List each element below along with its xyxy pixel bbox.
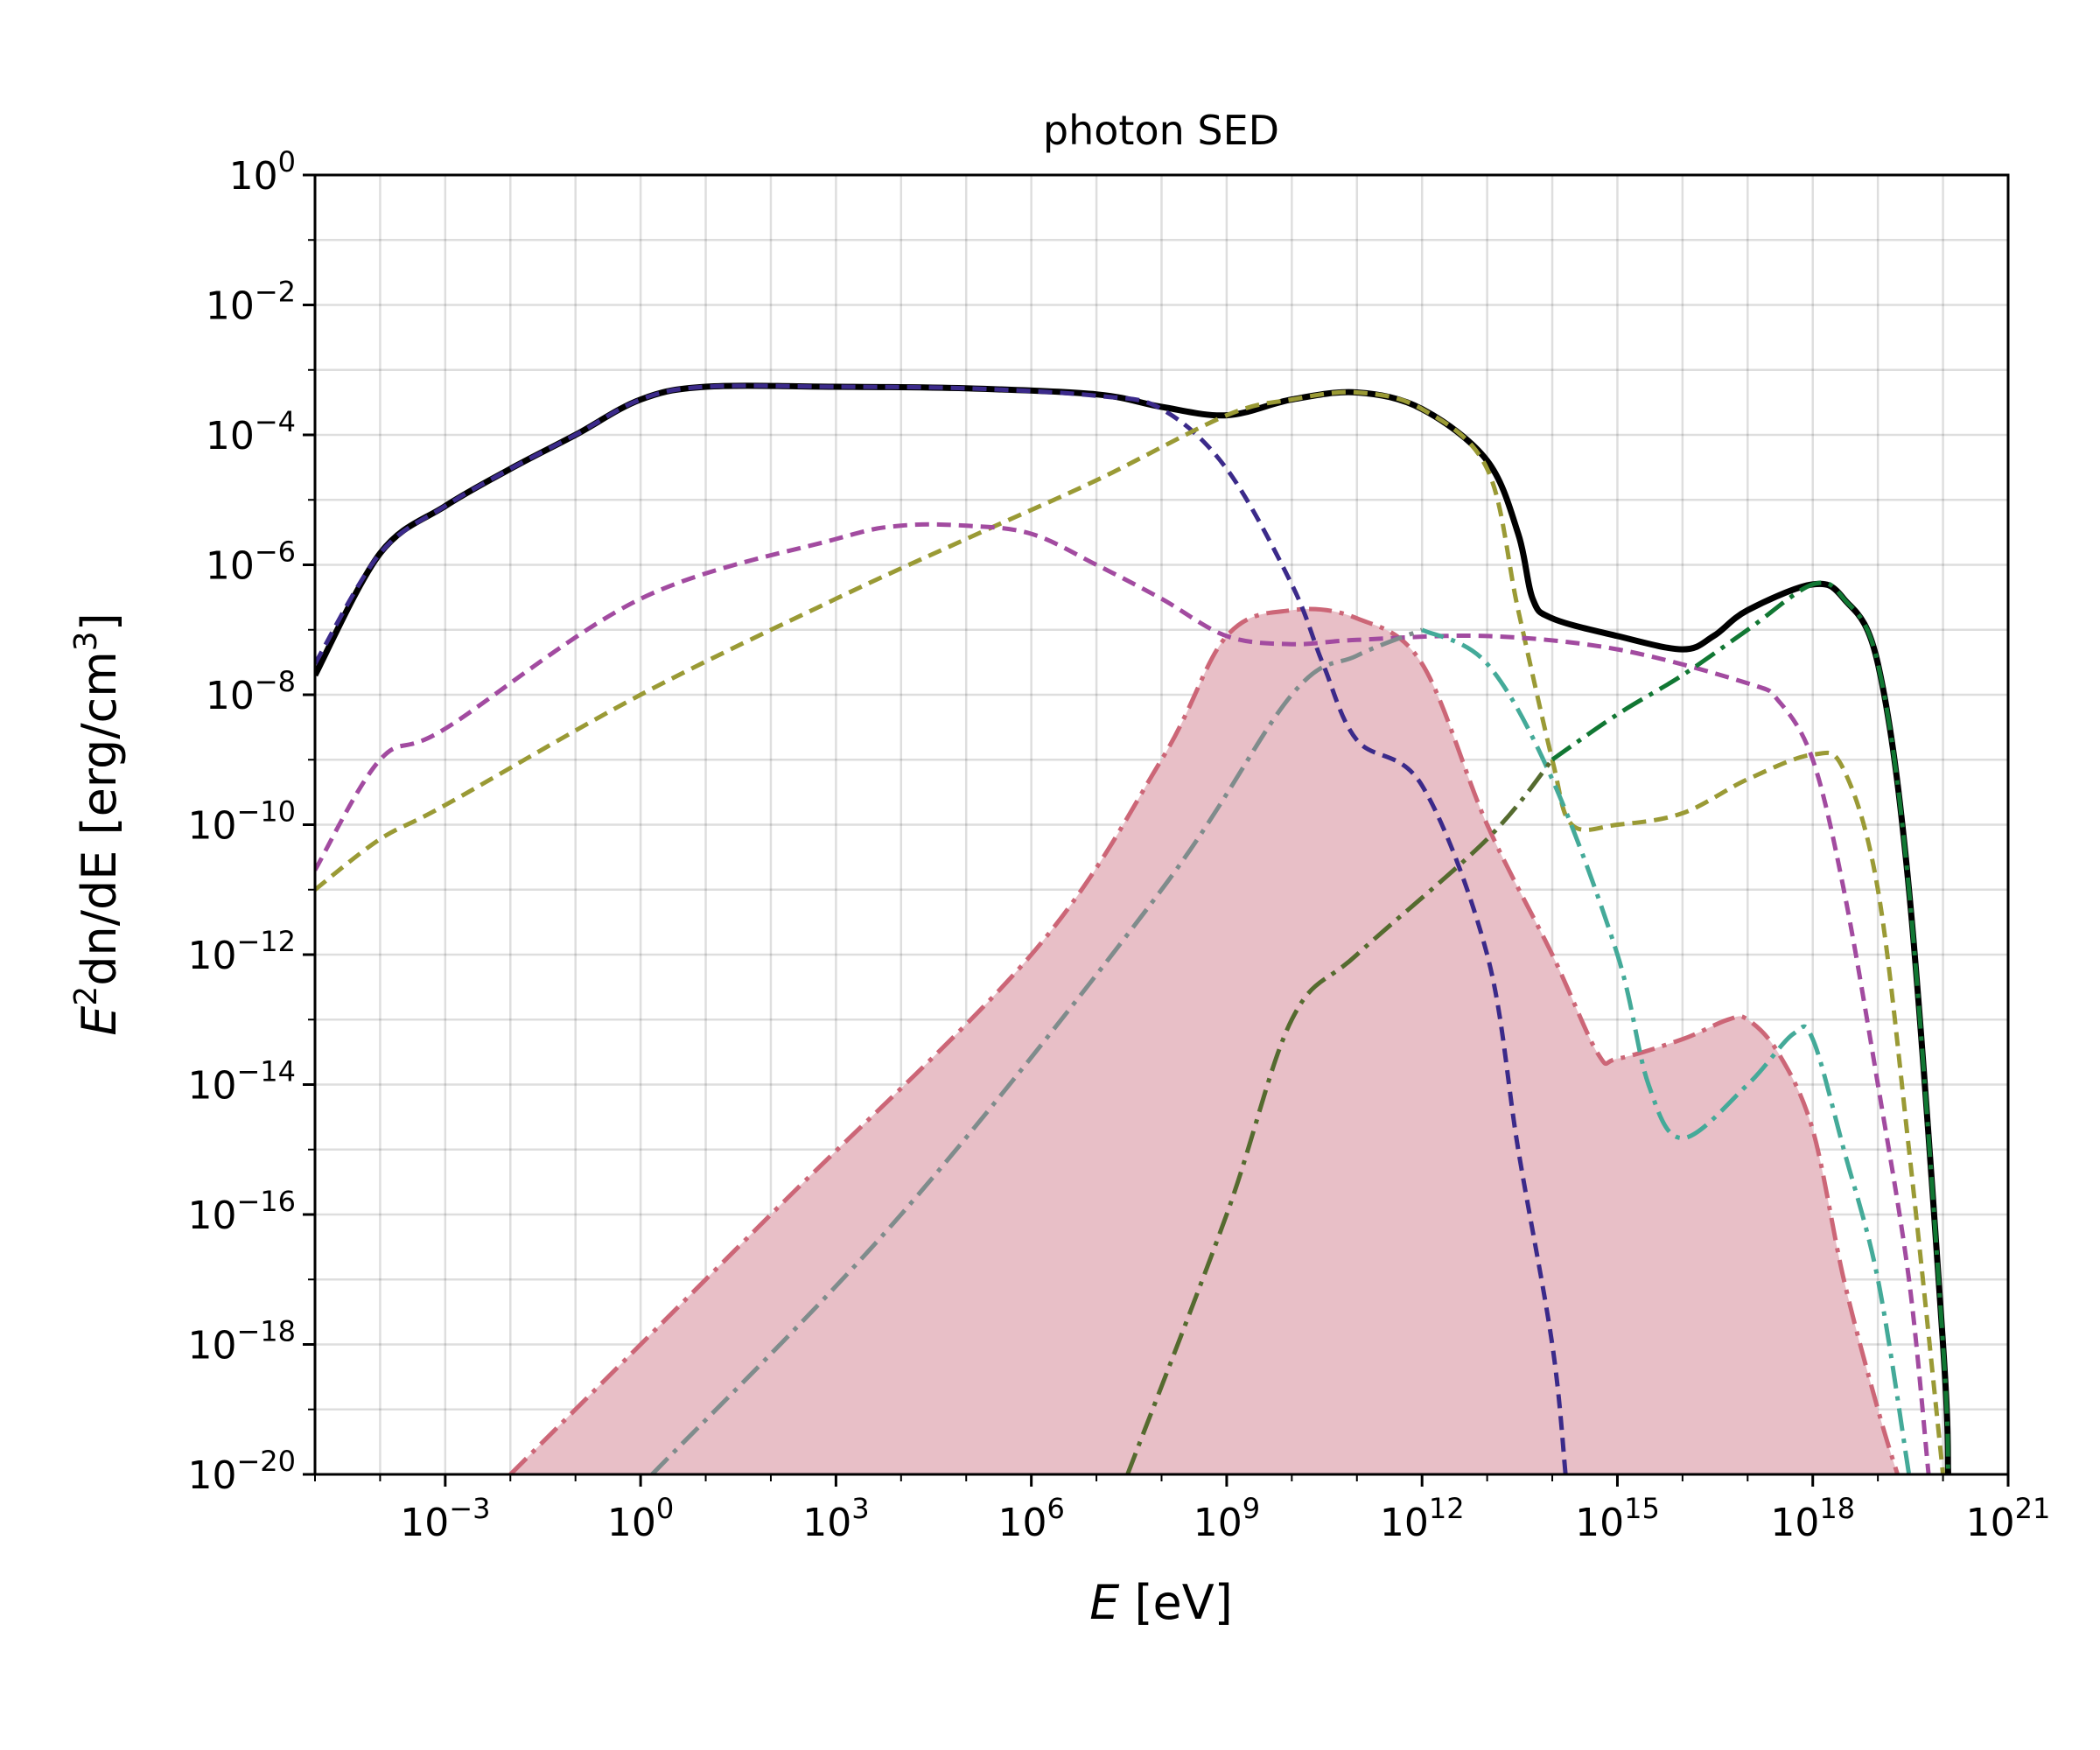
chart-title: photon SED	[1043, 107, 1279, 154]
y-axis-label: E2dn/dE [erg/cm3]	[68, 612, 127, 1036]
y-tick-label: 10−20	[187, 1445, 296, 1498]
series-line-filled-pink	[508, 606, 1900, 1474]
x-tick-label: 10−3	[400, 1492, 490, 1545]
x-tick-label: 1015	[1575, 1492, 1660, 1545]
x-axis-variable: E	[1089, 1575, 1120, 1630]
x-tick-label: 109	[1194, 1492, 1260, 1545]
y-axis-suffix: ]	[72, 612, 127, 631]
x-tick-label: 100	[607, 1492, 674, 1545]
x-tick-label: 1018	[1770, 1492, 1855, 1545]
series-line-dashdot-grey	[650, 627, 1424, 1474]
x-tick-label: 103	[802, 1492, 869, 1545]
y-tick-label: 10−14	[187, 1055, 296, 1109]
y-tick-label: 10−18	[187, 1315, 296, 1368]
ticks	[303, 173, 2010, 1487]
y-tick-labels: 100 10−2 10−4 10−6 10−8 10−10 10−12 10−14 10−16 1…	[187, 145, 296, 1498]
y-axis-mid: dn/dE [erg/cm	[72, 651, 127, 986]
y-axis-sup2: 3	[68, 631, 104, 651]
x-axis-unit: [eV]	[1119, 1575, 1232, 1630]
x-tick-label: 1012	[1380, 1492, 1465, 1545]
series-line-dashed-magenta	[315, 522, 1931, 1474]
series-line-dashdot-teal	[1421, 627, 1912, 1474]
series-line-dashed-navy	[315, 383, 1568, 1474]
x-tick-label: 1021	[1966, 1492, 2051, 1545]
series-line-total	[315, 382, 1951, 1474]
y-tick-label: 10−8	[206, 665, 296, 718]
y-tick-label: 100	[229, 145, 296, 199]
x-tick-labels: 10−3 100 103 106 109 1012 1015 1018 1021	[400, 1492, 2050, 1545]
y-tick-label: 10−2	[206, 276, 296, 329]
series-fill-filled-pink	[510, 609, 1898, 1474]
y-axis-sup1: 2	[68, 986, 104, 1006]
y-tick-label: 10−12	[187, 925, 296, 978]
series-line-dashdot-darkolive	[1125, 758, 1554, 1474]
y-tick-label: 10−4	[206, 405, 296, 458]
series-layer	[315, 382, 1951, 1474]
series-line-dashdot-green	[1550, 580, 1950, 1474]
y-tick-label: 10−6	[206, 536, 296, 589]
x-axis-label: E [eV]	[1089, 1575, 1233, 1630]
y-axis-prefix: E	[72, 1005, 127, 1036]
y-tick-label: 10−10	[187, 795, 296, 849]
x-tick-label: 106	[998, 1492, 1064, 1545]
y-tick-label: 10−16	[187, 1185, 296, 1238]
series-line-dashed-olive	[315, 389, 1946, 1474]
